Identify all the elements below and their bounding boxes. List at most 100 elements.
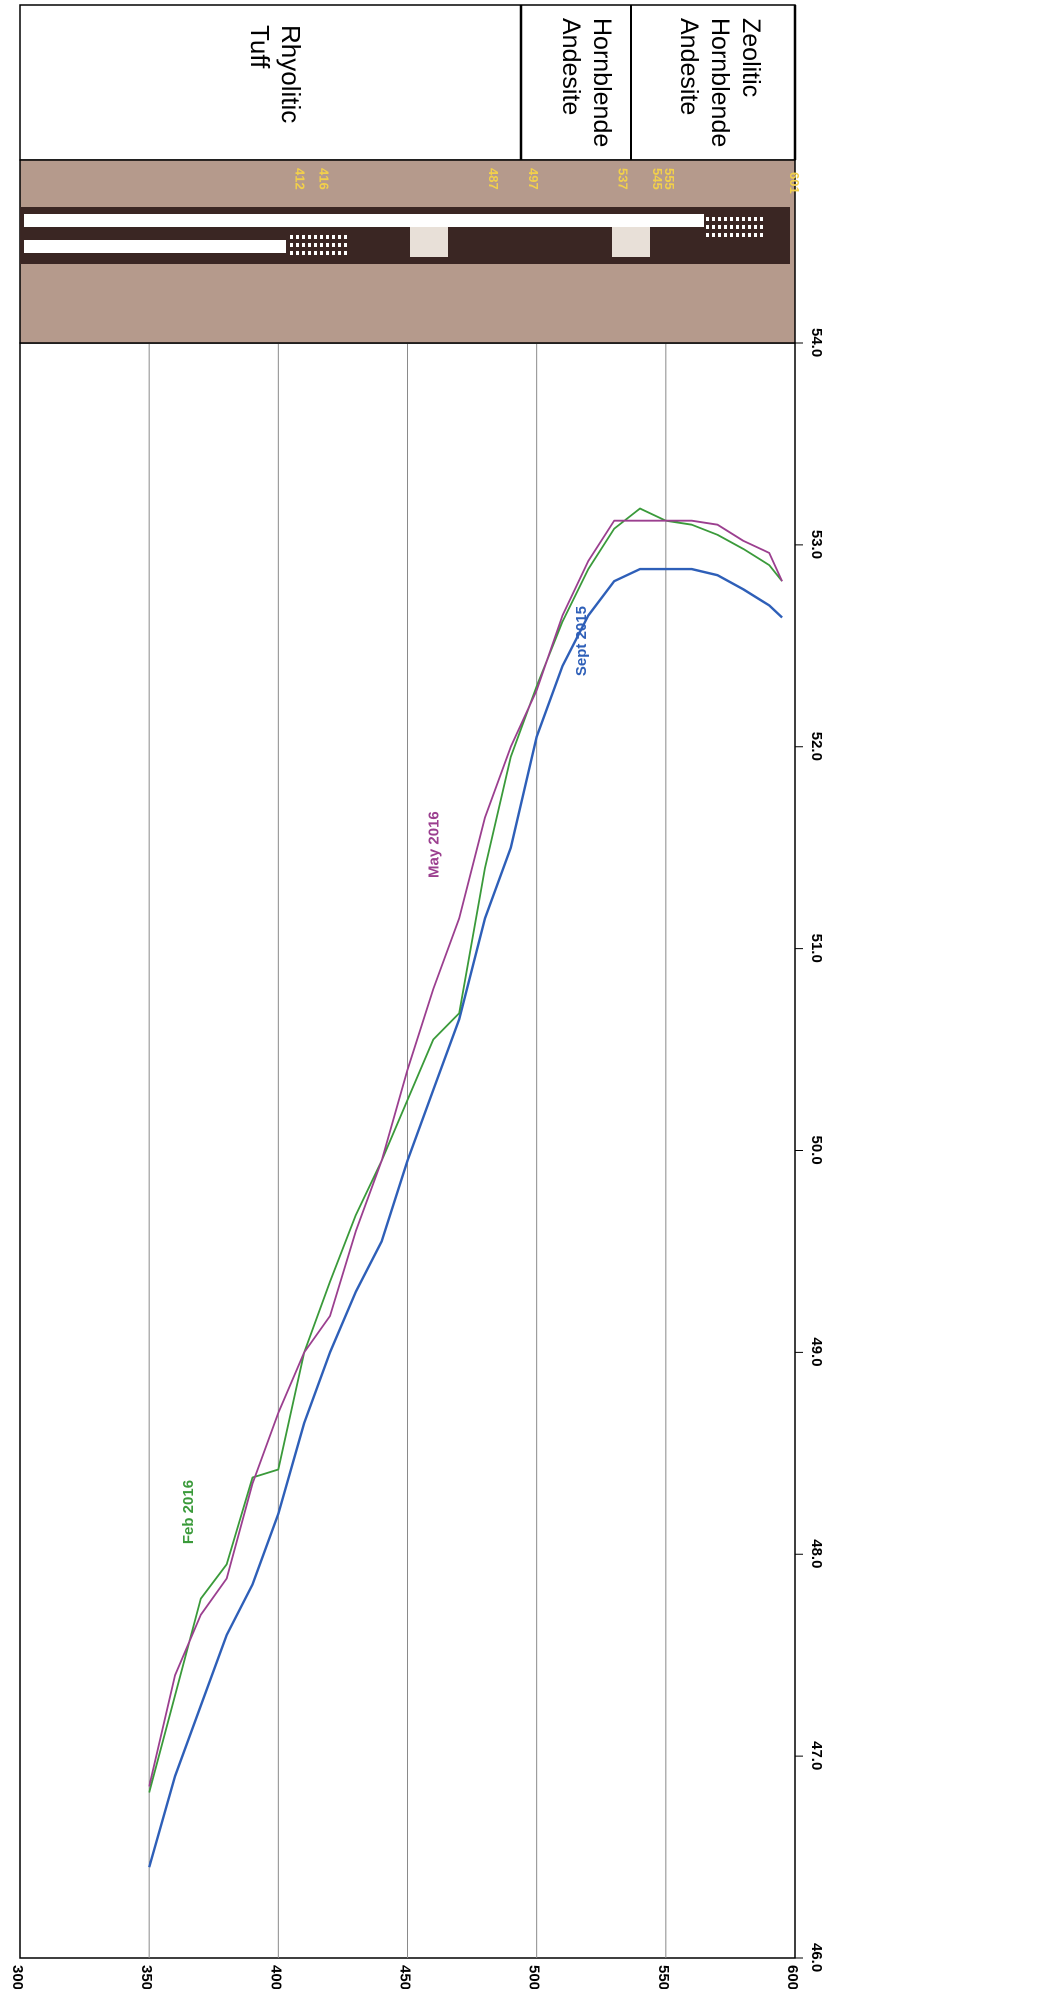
value-tick-label: 48.0 bbox=[808, 1539, 825, 1568]
perforation-dot bbox=[332, 243, 335, 247]
value-axis: 46.0 47.0 48.0 49.0 50.0 51.0 52.0 53.0 54.0 bbox=[795, 328, 825, 1972]
perforation-dot bbox=[724, 217, 727, 221]
perforation-dot bbox=[338, 235, 341, 239]
perforation-dot bbox=[332, 235, 335, 239]
perforation-dot bbox=[706, 225, 709, 229]
value-tick-label: 46.0 bbox=[808, 1943, 825, 1972]
perforation-dot bbox=[320, 243, 323, 247]
value-tick-label: 53.0 bbox=[808, 530, 825, 559]
perforation-dot bbox=[712, 233, 715, 237]
depth-tick-label: 350 bbox=[138, 1965, 155, 1989]
lithology-column: Rhyolitic Tuff Hornblende Andesite Zeoli… bbox=[19, 4, 802, 344]
series-group bbox=[148, 507, 783, 1868]
unit-label-rhyolitic-tuff: Rhyolitic Tuff bbox=[245, 25, 306, 130]
depth-tick-label: 500 bbox=[526, 1965, 543, 1989]
svg-text:Rhyolitic Tuff: Rhyolitic Tuff bbox=[245, 25, 306, 130]
perforation-dot bbox=[302, 251, 305, 255]
perforation-dot bbox=[296, 251, 299, 255]
unit-label-hornblende-andesite: Hornblende Andesite bbox=[557, 18, 616, 147]
well-casing-inner bbox=[24, 214, 704, 227]
depth-tick-label: 300 bbox=[9, 1965, 26, 1989]
value-tick-label: 52.0 bbox=[808, 732, 825, 761]
depth-mark: 487 bbox=[486, 168, 501, 190]
depth-tick-label: 450 bbox=[397, 1965, 414, 1989]
series-label: Sept 2015 bbox=[573, 606, 590, 676]
series-label: May 2016 bbox=[426, 811, 443, 878]
perforation-dot bbox=[718, 225, 721, 229]
value-tick-label: 50.0 bbox=[808, 1136, 825, 1165]
perforation-dot bbox=[344, 251, 347, 255]
value-tick-label: 47.0 bbox=[808, 1741, 825, 1770]
perforation-dot bbox=[332, 251, 335, 255]
perforation-dot bbox=[742, 233, 745, 237]
perforation-dot bbox=[290, 235, 293, 239]
series-line-sept-2015 bbox=[148, 567, 783, 1868]
well-screen-band bbox=[410, 227, 448, 257]
perforation-dot bbox=[706, 233, 709, 237]
value-tick-label: 54.0 bbox=[808, 328, 825, 357]
depth-mark: 537 bbox=[615, 168, 630, 190]
perforation-dot bbox=[736, 233, 739, 237]
perforation-dot bbox=[302, 235, 305, 239]
perforation-dot bbox=[326, 243, 329, 247]
perforation-dot bbox=[712, 225, 715, 229]
perforation-dot bbox=[748, 233, 751, 237]
depth-tick-label: 550 bbox=[655, 1965, 672, 1989]
perforation-dot bbox=[730, 225, 733, 229]
perforation-dot bbox=[760, 217, 763, 221]
perforation-dot bbox=[730, 217, 733, 221]
unit-label-zeolitic-hornblende-andesite: Zeolitic Hornblende Andesite bbox=[675, 18, 765, 154]
depth-mark: 412 bbox=[292, 168, 307, 190]
perforation-dot bbox=[742, 225, 745, 229]
perforation-dot bbox=[338, 251, 341, 255]
well-screen-band-2 bbox=[612, 227, 650, 257]
perforation-dot bbox=[754, 225, 757, 229]
perforation-dot bbox=[344, 235, 347, 239]
depth-mark: 601 bbox=[787, 172, 802, 194]
perforation-dot bbox=[344, 243, 347, 247]
depth-mark: 555 bbox=[662, 168, 677, 190]
value-tick-label: 51.0 bbox=[808, 934, 825, 963]
depth-mark: 416 bbox=[317, 168, 332, 190]
perforation-dot bbox=[730, 233, 733, 237]
perforation-dot bbox=[296, 235, 299, 239]
perforation-dot bbox=[308, 243, 311, 247]
value-tick-label: 49.0 bbox=[808, 1337, 825, 1366]
perforation-dot bbox=[754, 217, 757, 221]
series-labels: Feb 2016 May 2016 Sept 2015 bbox=[180, 606, 590, 1544]
perforation-dot bbox=[736, 217, 739, 221]
perforation-dot bbox=[290, 243, 293, 247]
perforation-dot bbox=[724, 225, 727, 229]
perforation-dot bbox=[748, 217, 751, 221]
perforation-dot bbox=[724, 233, 727, 237]
depth-mark: 497 bbox=[526, 168, 541, 190]
perforation-dot bbox=[320, 251, 323, 255]
perforation-dot bbox=[748, 225, 751, 229]
perforation-dot bbox=[320, 235, 323, 239]
perforation-dot bbox=[308, 235, 311, 239]
perforation-dot bbox=[760, 225, 763, 229]
depth-mark: 545 bbox=[650, 168, 665, 190]
well-perforations bbox=[290, 217, 763, 255]
perforation-dot bbox=[338, 243, 341, 247]
well-casing-inner-2 bbox=[24, 240, 286, 253]
perforation-dot bbox=[314, 235, 317, 239]
series-line-feb-2016 bbox=[148, 507, 783, 1793]
perforation-dot bbox=[760, 233, 763, 237]
perforation-dot bbox=[736, 225, 739, 229]
perforation-dot bbox=[308, 251, 311, 255]
perforation-dot bbox=[742, 217, 745, 221]
perforation-dot bbox=[712, 217, 715, 221]
perforation-dot bbox=[314, 243, 317, 247]
perforation-dot bbox=[326, 251, 329, 255]
perforation-dot bbox=[302, 243, 305, 247]
perforation-dot bbox=[326, 235, 329, 239]
perforation-dot bbox=[290, 251, 293, 255]
series-line-may-2016 bbox=[148, 519, 783, 1787]
perforation-dot bbox=[718, 233, 721, 237]
perforation-dot bbox=[706, 217, 709, 221]
svg-text:Zeolitic Hornblende: Zeolitic Hornblende Andesite bbox=[675, 18, 765, 154]
depth-tick-label: 600 bbox=[784, 1965, 801, 1989]
